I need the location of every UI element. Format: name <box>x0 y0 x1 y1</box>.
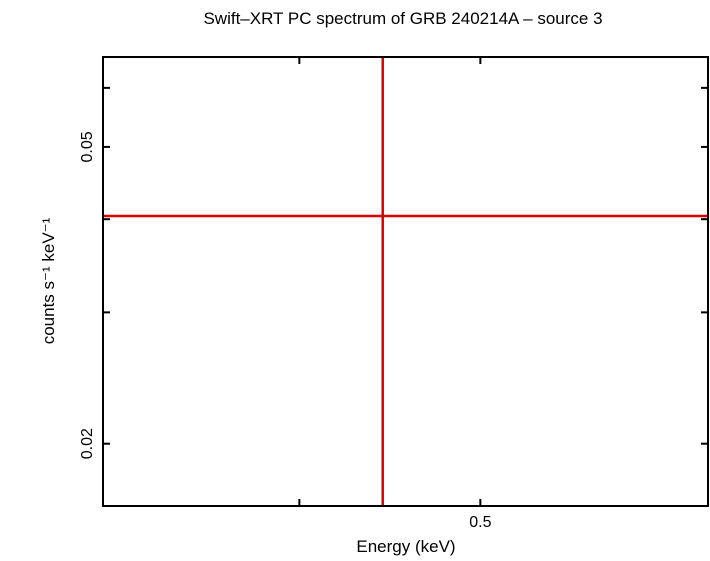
plot-frame <box>102 56 709 507</box>
ticks-layer: 0.5 0.02 0.05 <box>79 57 708 531</box>
chart-title: Swift–XRT PC spectrum of GRB 240214A – s… <box>203 9 602 28</box>
y-axis-label: counts s⁻¹ keV⁻¹ <box>39 217 58 344</box>
data-layer <box>103 57 708 506</box>
y-tick-label: 0.02 <box>79 428 96 459</box>
x-axis-label: Energy (keV) <box>356 537 455 556</box>
y-tick-label: 0.05 <box>79 131 96 162</box>
x-tick-label: 0.5 <box>469 514 491 531</box>
